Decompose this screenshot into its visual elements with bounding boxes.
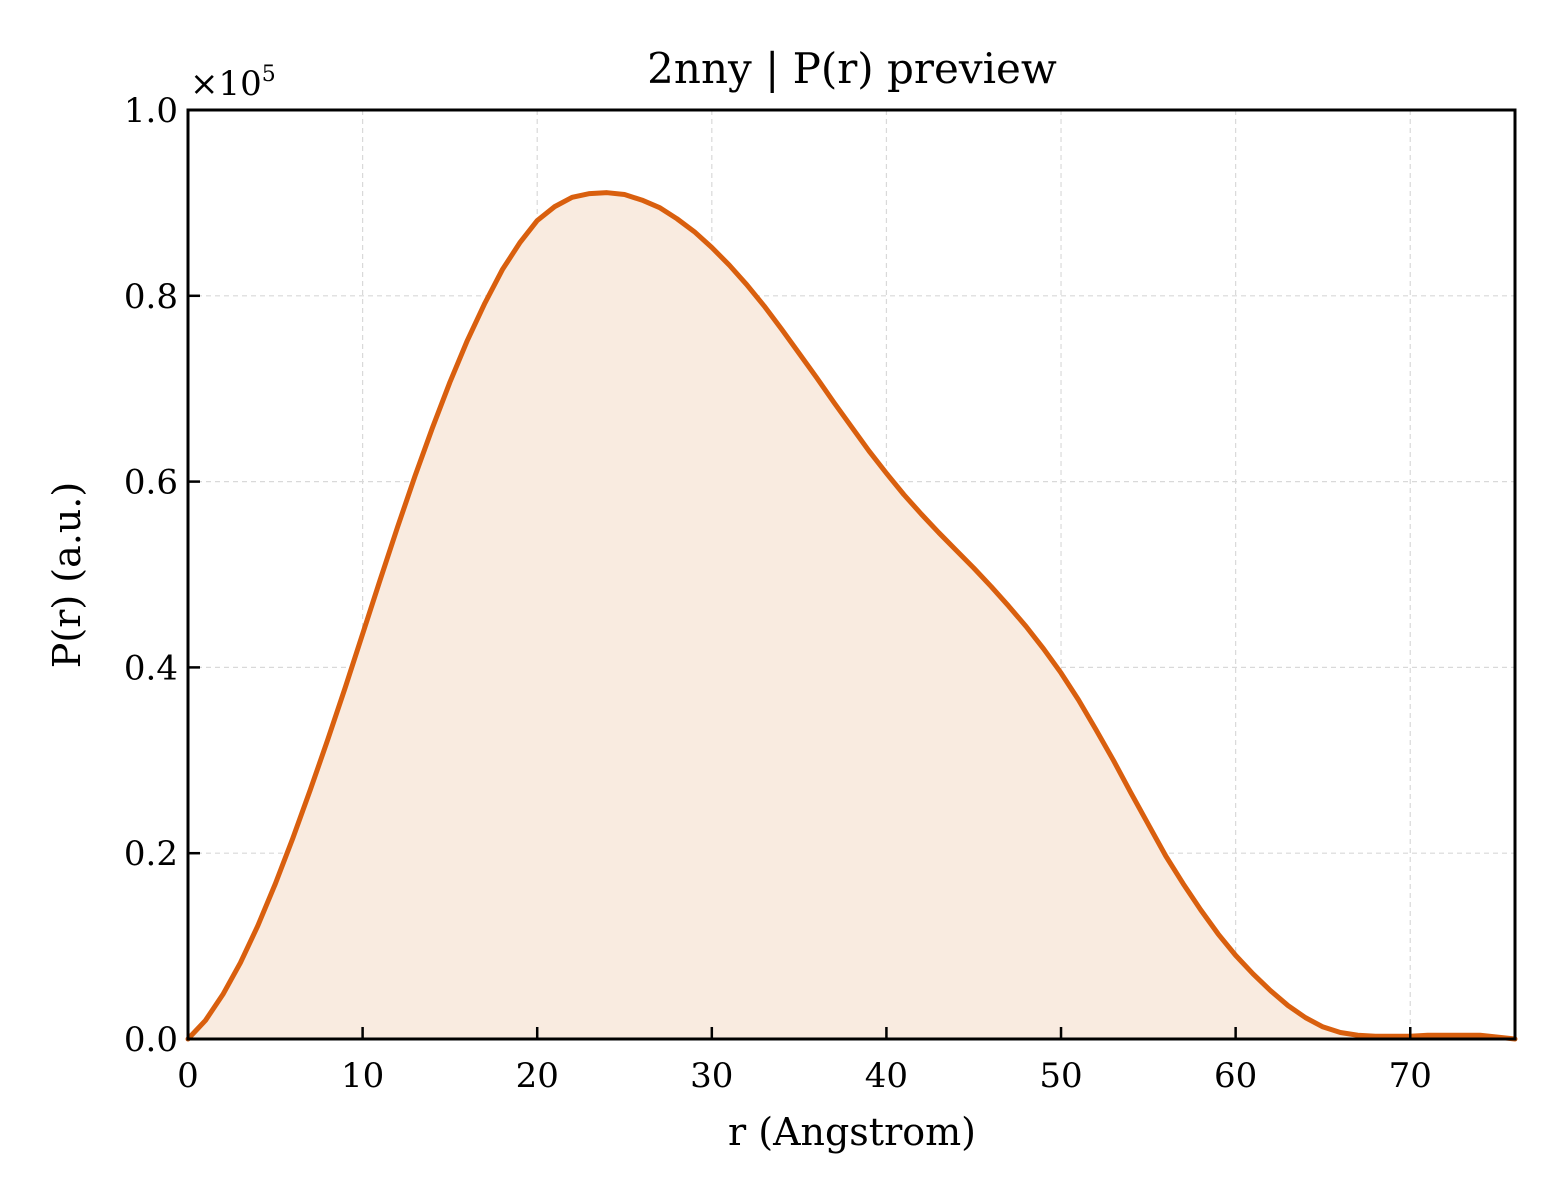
series-line xyxy=(185,190,1518,1042)
y-tick-label-0.8: 0.8 xyxy=(124,277,178,317)
x-tick-label-20: 20 xyxy=(516,1056,559,1096)
plot-frame xyxy=(186,108,1517,1041)
fill-layer xyxy=(188,192,1515,1039)
y-multiplier-exponent: 5 xyxy=(262,62,276,87)
x-tick-label-40: 40 xyxy=(865,1056,908,1096)
y-tick-label-0.6: 0.6 xyxy=(124,463,178,503)
x-tick-label-0: 0 xyxy=(177,1056,199,1096)
y-axis-label: P(r) (a.u.) xyxy=(45,482,89,668)
x-tick-label-30: 30 xyxy=(690,1056,733,1096)
ticks-layer: 0 10 20 30 40 50 60 70 0.0 0.2 0.4 0.6 0.8 1.0 xyxy=(124,91,1432,1096)
chart-title: 2nny | P(r) preview xyxy=(647,44,1057,93)
line-layer xyxy=(185,190,1518,1042)
x-tick-label-50: 50 xyxy=(1039,1056,1082,1096)
x-tick-label-70: 70 xyxy=(1389,1056,1432,1096)
y-tick-label-0.4: 0.4 xyxy=(124,648,178,688)
y-tick-label-0.2: 0.2 xyxy=(124,834,178,874)
y-tick-label-0: 0.0 xyxy=(124,1020,178,1060)
axes-layer xyxy=(186,108,1517,1041)
x-tick-label-10: 10 xyxy=(341,1056,384,1096)
series-area-fill xyxy=(188,192,1515,1039)
y-tick-label-1: 1.0 xyxy=(124,91,178,131)
y-multiplier-base: ×10 xyxy=(190,64,262,104)
x-tick-label-60: 60 xyxy=(1214,1056,1257,1096)
x-axis-label: r (Angstrom) xyxy=(728,1110,976,1154)
y-multiplier: ×105 xyxy=(190,62,276,104)
